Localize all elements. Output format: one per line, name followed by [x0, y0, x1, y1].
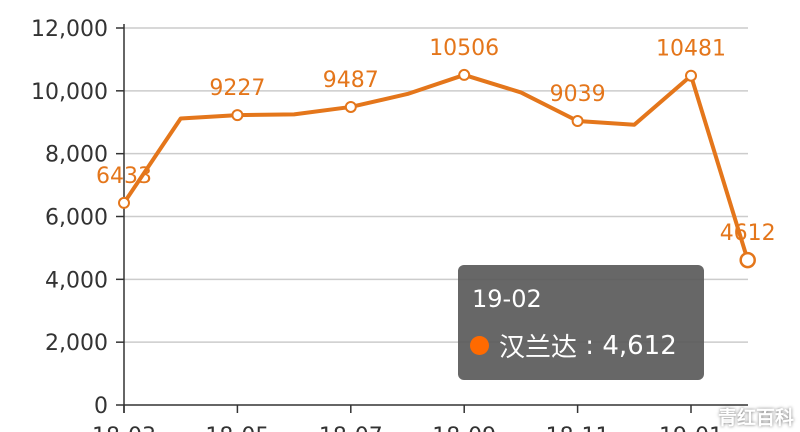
- data-label: 10506: [429, 36, 499, 61]
- series-color-dot: [470, 336, 489, 355]
- watermark: 青红百科: [717, 407, 794, 429]
- x-tick-label: 19-01: [659, 424, 723, 432]
- data-point: [344, 100, 357, 113]
- tooltip: 19-02 汉兰达 : 4,612: [458, 265, 704, 380]
- x-tick-label: 18-11: [546, 424, 610, 432]
- data-points: [118, 68, 756, 269]
- y-tick-label: 6,000: [45, 206, 108, 231]
- y-tick-label: 10,000: [31, 80, 108, 105]
- data-label: 9039: [550, 82, 606, 107]
- y-tick-label: 0: [94, 394, 108, 419]
- data-labels: 6433 9227 9487 10506 9039 10481 4612: [96, 36, 776, 246]
- x-axis-tick-labels: 18-03 18-05 18-07 18-09 18-11 19-01: [92, 424, 723, 432]
- y-tick-label: 2,000: [45, 331, 108, 356]
- data-label: 9487: [323, 68, 379, 93]
- y-axis-tick-labels: 0 2,000 4,000 6,000 8,000 10,000 12,000: [31, 17, 108, 419]
- data-point: [231, 109, 244, 122]
- data-label: 9227: [209, 76, 265, 101]
- data-point: [571, 115, 584, 128]
- tooltip-separator: :: [577, 330, 603, 361]
- x-tick-label: 18-09: [432, 424, 496, 432]
- data-point: [739, 251, 756, 269]
- series-line: [122, 72, 750, 263]
- tooltip-row: 汉兰达 : 4,612: [470, 327, 677, 364]
- x-tick-label: 18-03: [92, 424, 156, 432]
- y-tick-label: 4,000: [45, 268, 108, 293]
- series-line-path: [122, 72, 750, 263]
- x-tick-label: 18-05: [205, 424, 269, 432]
- data-label: 4612: [720, 221, 776, 246]
- tooltip-series-name: 汉兰达: [499, 333, 578, 363]
- data-label: 10481: [656, 37, 726, 62]
- tooltip-title: 19-02: [472, 285, 542, 313]
- data-point: [118, 196, 130, 209]
- tooltip-value: 4,612: [602, 330, 677, 361]
- x-tick-label: 18-07: [319, 424, 383, 432]
- data-label: 6433: [96, 164, 152, 189]
- y-tick-label: 12,000: [31, 17, 108, 42]
- data-point: [685, 69, 697, 82]
- y-tick-label: 8,000: [45, 143, 108, 168]
- axes: [116, 24, 748, 413]
- data-point: [458, 68, 471, 81]
